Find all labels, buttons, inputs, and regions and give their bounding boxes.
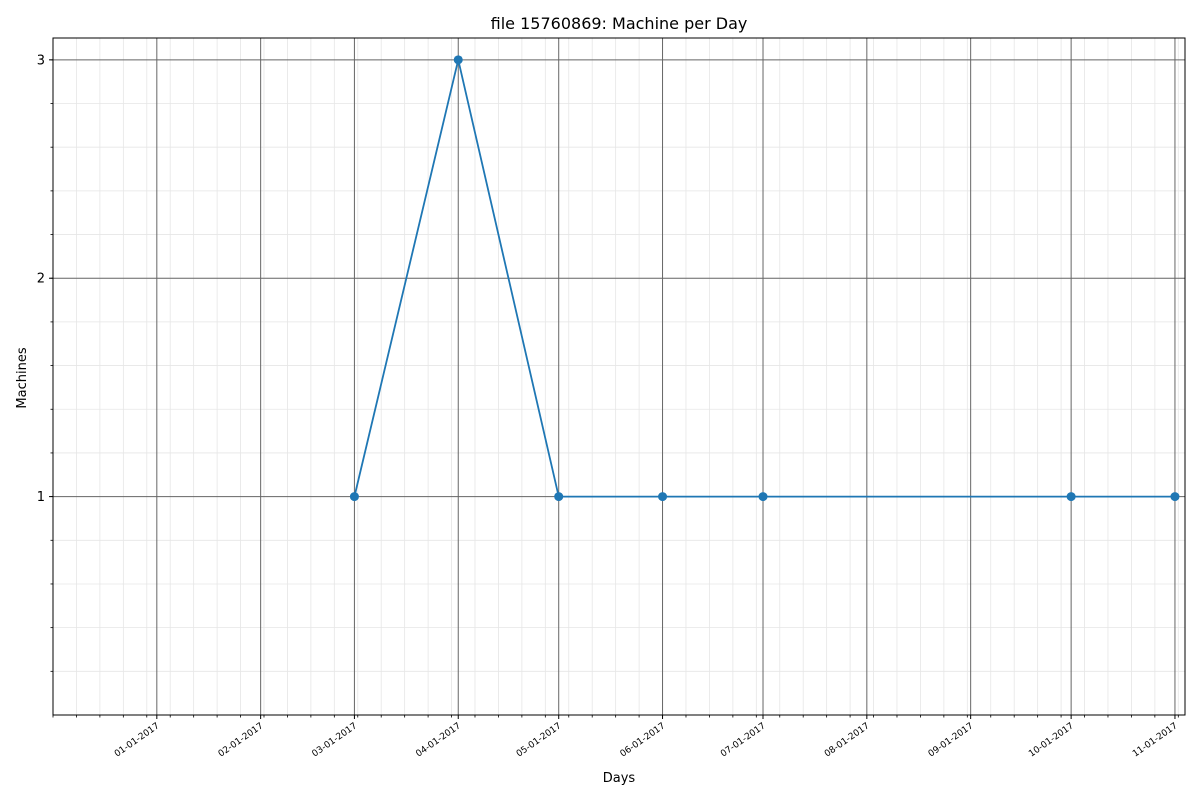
x-tick-label: 02-01-2017: [217, 721, 266, 759]
y-axis-ticks: 1 2 3: [37, 53, 53, 672]
x-axis-ticks: 01-01-2017 02-01-2017 03-01-2017 04-01-2017…: [52, 715, 1180, 759]
data-point: [758, 492, 768, 502]
plot-frame: [52, 37, 1186, 716]
x-tick-label: 07-01-2017: [719, 721, 768, 759]
data-point: [349, 492, 359, 502]
minor-grid: [52, 38, 1185, 715]
y-tick-label: 2: [37, 272, 45, 287]
y-axis-label: Machines: [15, 347, 30, 408]
x-tick-label: 03-01-2017: [311, 721, 360, 759]
series-layer: [349, 55, 1180, 502]
data-point: [658, 492, 668, 502]
x-tick-label: 01-01-2017: [113, 721, 162, 759]
x-axis-label: Days: [603, 771, 636, 786]
x-tick-label: 09-01-2017: [927, 721, 976, 759]
y-tick-label: 1: [37, 490, 45, 505]
data-point: [1170, 492, 1180, 502]
x-tick-label: 08-01-2017: [823, 721, 872, 759]
data-point: [453, 55, 463, 65]
x-tick-label: 11-01-2017: [1131, 721, 1180, 759]
data-point: [554, 492, 564, 502]
y-tick-label: 3: [37, 53, 45, 68]
chart-title: file 15760869: Machine per Day: [491, 14, 748, 33]
x-tick-label: 05-01-2017: [515, 721, 564, 759]
x-tick-label: 04-01-2017: [414, 721, 463, 759]
data-point: [1066, 492, 1076, 502]
x-tick-label: 10-01-2017: [1027, 721, 1076, 759]
x-tick-label: 06-01-2017: [619, 721, 668, 759]
major-grid: [53, 38, 1185, 715]
